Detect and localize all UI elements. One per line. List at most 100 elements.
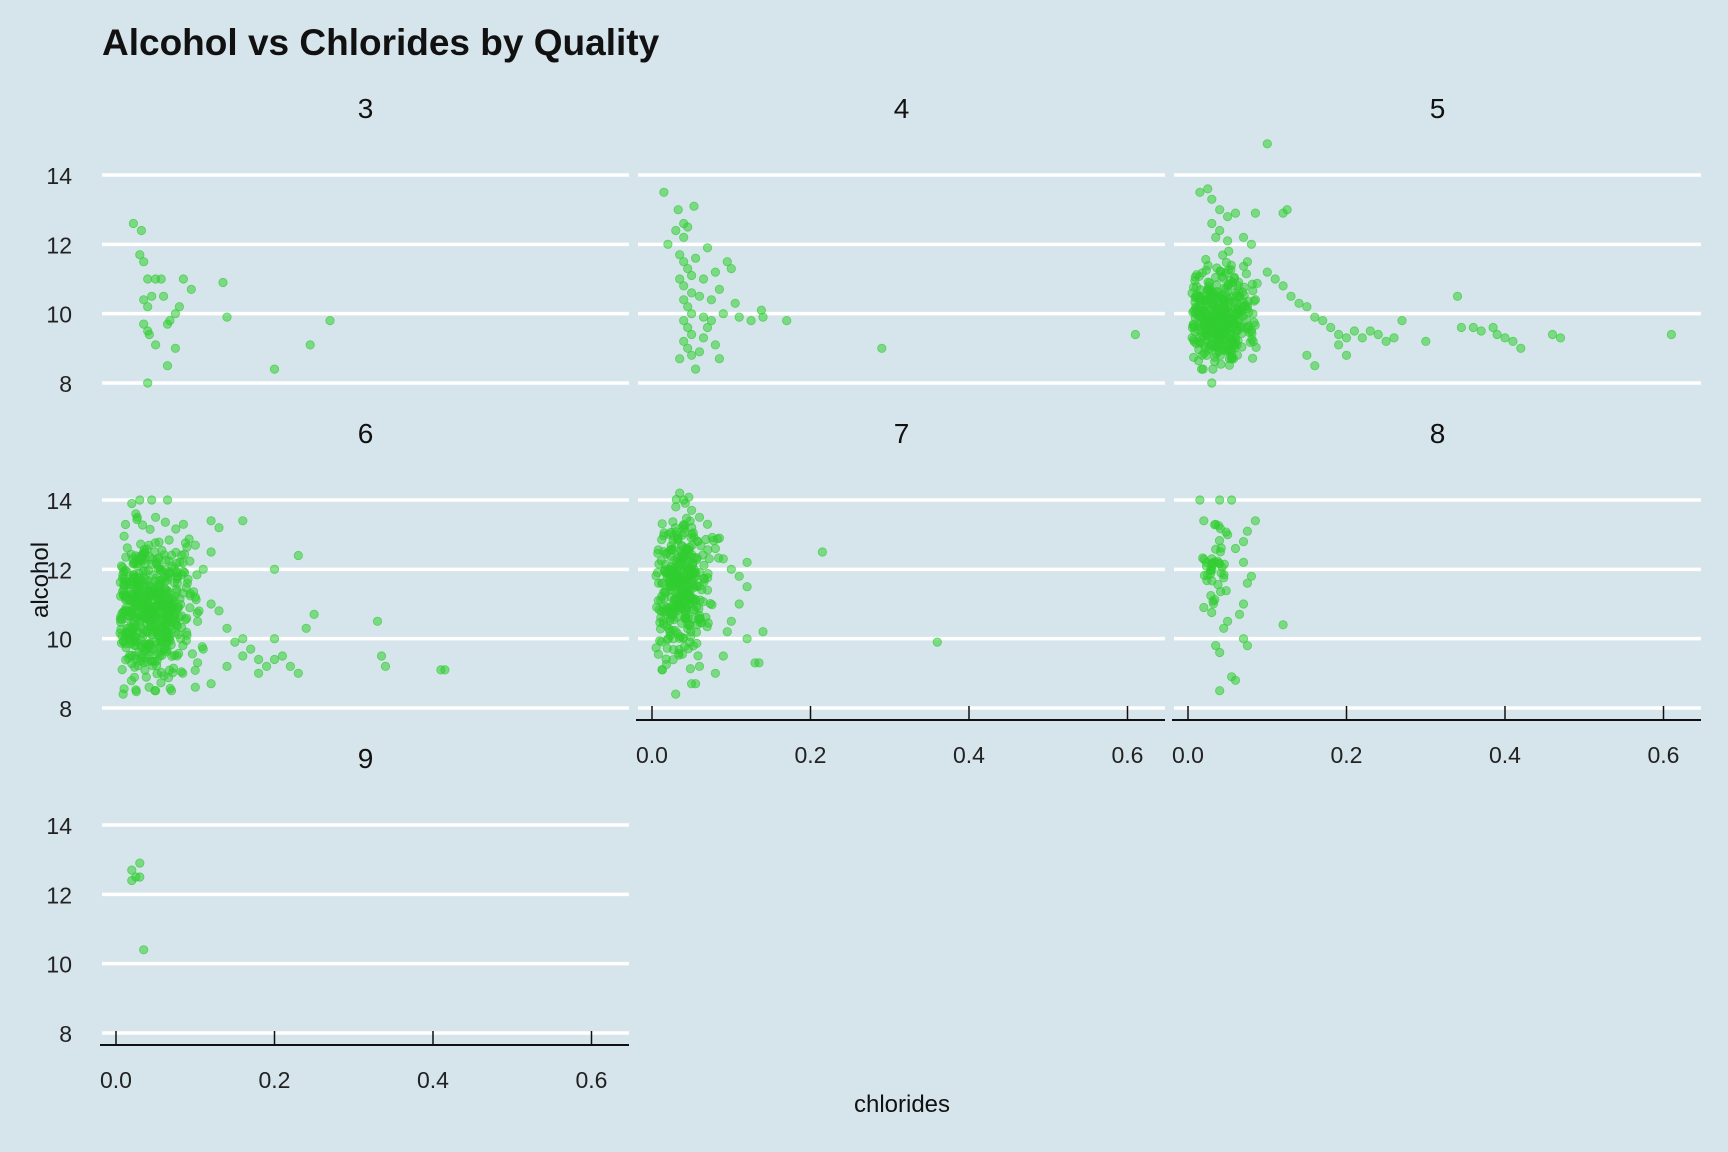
data-point-q7	[713, 553, 724, 563]
data-point-q8	[1215, 647, 1225, 658]
x-tick-label: 0.2	[1331, 742, 1363, 768]
data-point-q6	[206, 547, 216, 557]
data-point-q5	[1210, 356, 1220, 367]
data-point-q6	[117, 664, 127, 675]
data-point-q6	[135, 495, 145, 505]
data-point-q6	[293, 668, 303, 678]
data-point-q6	[168, 663, 179, 673]
data-point-q8	[1246, 571, 1257, 581]
data-point-q5	[1233, 325, 1243, 336]
data-point-q4	[686, 329, 697, 340]
data-point-q5	[1207, 378, 1217, 388]
data-point-q6	[190, 540, 200, 550]
data-point-q5	[1270, 274, 1280, 284]
data-point-q4	[782, 315, 792, 326]
data-point-q8	[1234, 609, 1245, 620]
data-point-q6	[165, 598, 175, 608]
data-point-q6	[154, 598, 164, 608]
data-point-q7	[674, 648, 684, 658]
x-tick-label: 0.6	[1112, 742, 1144, 768]
data-point-q5	[1243, 322, 1253, 333]
data-point-q6	[230, 637, 240, 647]
data-point-q7	[680, 595, 690, 605]
data-point-q7	[689, 552, 699, 563]
data-point-q6	[222, 661, 232, 672]
data-point-q6	[238, 651, 248, 661]
data-point-q7	[705, 598, 715, 609]
data-point-q6	[238, 634, 248, 644]
data-point-q4	[675, 250, 685, 260]
data-point-q6	[134, 647, 144, 657]
data-point-q8	[1242, 578, 1253, 588]
data-point-q7	[692, 638, 702, 649]
data-point-q4	[706, 295, 717, 305]
data-point-q8	[1250, 516, 1261, 526]
data-point-q9	[127, 865, 137, 875]
data-point-q7	[685, 664, 696, 674]
data-point-q7	[688, 583, 698, 593]
data-point-q6	[139, 544, 149, 555]
data-point-q5	[1241, 269, 1252, 279]
data-point-q4	[679, 281, 689, 291]
x-tick-label: 0.0	[100, 1067, 132, 1093]
x-tick-label: 0.4	[417, 1067, 449, 1093]
data-point-q7	[672, 573, 682, 583]
data-point-q5	[1209, 298, 1219, 308]
data-point-q3	[156, 274, 166, 284]
data-point-q6	[118, 563, 128, 573]
data-point-q6	[261, 661, 272, 672]
data-point-q4	[686, 288, 697, 298]
x-tick-label: 0.6	[576, 1067, 608, 1093]
data-point-q6	[169, 618, 180, 629]
data-point-q7	[660, 559, 671, 569]
data-point-q8	[1238, 599, 1249, 609]
data-point-q4	[679, 315, 689, 326]
data-point-q3	[174, 302, 184, 312]
data-point-q5	[1207, 218, 1217, 229]
data-point-q4	[683, 322, 693, 333]
data-point-q4	[679, 232, 689, 242]
data-point-q5	[1196, 318, 1206, 329]
data-point-q6	[165, 683, 175, 694]
data-point-q6	[269, 634, 280, 644]
data-point-q6	[301, 623, 311, 633]
data-point-q3	[135, 250, 145, 260]
data-point-q6	[164, 535, 174, 545]
data-point-q4	[694, 291, 705, 301]
data-point-q7	[680, 498, 690, 508]
data-point-q6	[185, 603, 195, 613]
data-point-q6	[154, 580, 164, 590]
data-point-q5	[1223, 265, 1234, 275]
data-point-q6	[180, 614, 191, 625]
y-tick-label: 12	[46, 232, 72, 258]
data-point-q6	[131, 686, 141, 697]
data-point-q6	[132, 514, 142, 525]
data-point-q6	[170, 592, 180, 602]
data-point-q5	[1211, 330, 1221, 340]
data-point-q7	[678, 633, 688, 643]
data-point-q6	[214, 523, 224, 533]
data-point-q7	[695, 617, 705, 628]
data-point-q5	[1214, 314, 1224, 324]
data-point-q6	[293, 550, 303, 561]
data-point-q7	[699, 560, 709, 571]
y-axis-title: alcohol	[27, 542, 54, 618]
data-point-q3	[143, 378, 153, 388]
data-point-q4	[746, 315, 756, 326]
data-point-q8	[1199, 602, 1209, 613]
data-point-q7	[664, 529, 674, 539]
data-point-q9	[139, 945, 149, 955]
data-point-q3	[178, 274, 188, 284]
data-point-q5	[1197, 350, 1207, 360]
data-point-q6	[440, 665, 450, 675]
data-point-q6	[174, 648, 184, 659]
data-point-q7	[686, 505, 697, 515]
facet-label-6: 6	[358, 418, 374, 449]
data-point-q4	[686, 350, 697, 360]
data-point-q5	[1349, 326, 1360, 336]
data-point-q7	[693, 651, 703, 661]
data-point-q7	[726, 564, 736, 574]
x-tick-label: 0.2	[259, 1067, 291, 1093]
data-point-q8	[1242, 640, 1253, 651]
data-point-q6	[148, 622, 158, 633]
